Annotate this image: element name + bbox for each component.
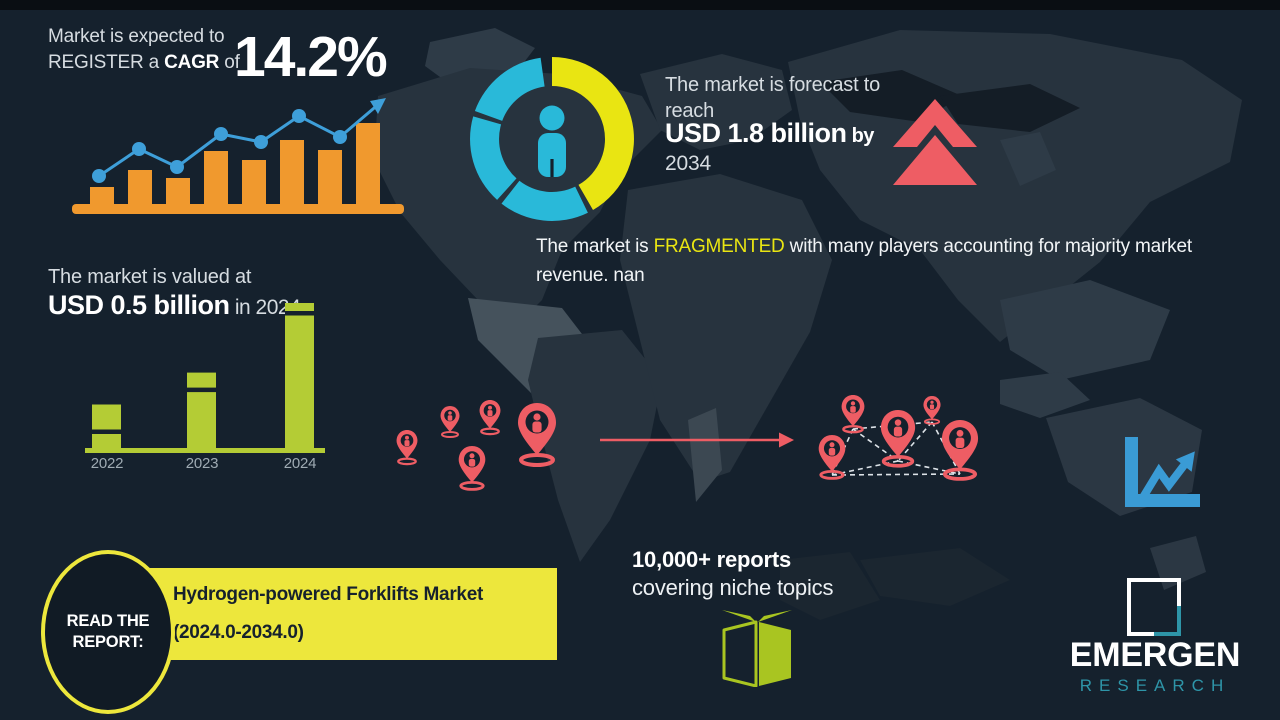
read-report-label: READ THE REPORT: xyxy=(66,612,150,651)
reports-count: 10,000+ reports xyxy=(632,547,792,572)
report-title: Hydrogen-powered Forklifts Market (2024.… xyxy=(173,584,483,643)
cagr-keyword: CAGR xyxy=(164,52,220,73)
market-share-donut xyxy=(470,57,634,221)
forecast-value-line: USD 1.8 billion by xyxy=(665,118,874,149)
logo-corner-accent-h xyxy=(1154,632,1181,636)
fragmented-keyword: FRAGMENTED xyxy=(653,236,785,257)
trend-chart-icon xyxy=(1125,437,1200,507)
svg-text:2024: 2024 xyxy=(284,455,317,472)
valuation-intro: The market is valued at xyxy=(48,266,252,288)
open-book-icon xyxy=(722,610,792,687)
forecast-intro: The market is forecast to reach xyxy=(665,74,881,122)
logo-subtitle: RESEARCH xyxy=(1079,676,1231,695)
cagr-value: 14.2% xyxy=(234,25,388,89)
logo-corner-accent-v xyxy=(1177,606,1181,636)
svg-text:2022: 2022 xyxy=(91,455,124,472)
market-valuation-chart: 2022 2023 2024 xyxy=(85,303,325,472)
fragmented-statement: The market is FRAGMENTED with many playe… xyxy=(536,232,1236,290)
read-report-button[interactable]: READ THE REPORT: xyxy=(41,550,175,714)
cagr-line2-suffix: of xyxy=(219,52,240,73)
valuation-value: USD 0.5 billion xyxy=(48,290,230,320)
double-up-arrow-icon xyxy=(893,99,977,185)
growth-trend-chart xyxy=(72,98,404,214)
svg-text:2023: 2023 xyxy=(186,455,219,472)
fragmented-suffix: with many players accounting for majorit… xyxy=(536,236,1197,286)
report-banner[interactable]: Hydrogen-powered Forklifts Market (2024.… xyxy=(115,568,557,660)
location-pins-cluster xyxy=(396,400,556,491)
top-border-strip xyxy=(0,0,1280,10)
logo-name: EMERGEN xyxy=(1069,636,1241,674)
cagr-line2-prefix: REGISTER a xyxy=(48,52,165,73)
flow-arrow-icon xyxy=(600,432,794,448)
logo-square-icon xyxy=(1127,578,1181,636)
valuation-value-line: USD 0.5 billion in 2024 xyxy=(48,290,301,321)
cagr-text: Market is expected to REGISTER a CAGR of xyxy=(48,24,240,76)
forecast-by: by xyxy=(846,125,875,147)
reports-subtitle: covering niche topics xyxy=(632,575,834,600)
donut-person-icon xyxy=(538,105,566,177)
forecast-value: USD 1.8 billion xyxy=(665,118,847,148)
network-pins-cluster xyxy=(818,395,979,481)
fragmented-prefix: The market is xyxy=(536,236,654,257)
cagr-line1: Market is expected to xyxy=(48,26,225,47)
forecast-year: 2034 xyxy=(665,152,711,175)
